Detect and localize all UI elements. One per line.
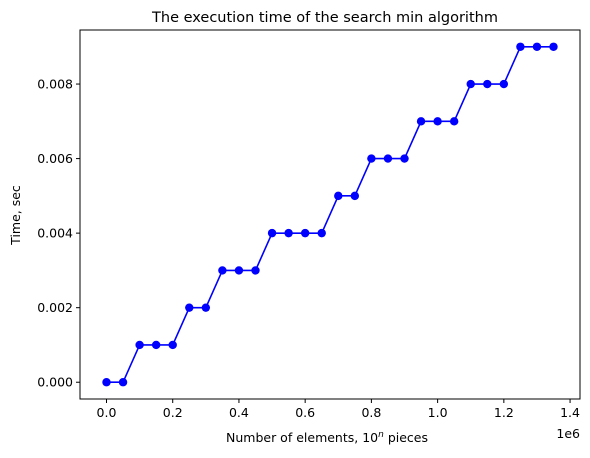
data-point — [234, 266, 244, 275]
x-tick-label: 1.4 — [560, 405, 580, 420]
data-point — [102, 378, 111, 387]
x-tick-label: 0.8 — [361, 405, 381, 420]
y-tick-label: 0.004 — [37, 226, 73, 241]
x-axis-label-prefix: Number of elements, 10 — [226, 430, 378, 445]
y-tick-label: 0.006 — [37, 151, 73, 166]
data-point — [483, 79, 492, 89]
data-point — [416, 117, 426, 126]
data-point — [466, 79, 475, 89]
x-tick-label: 0.4 — [229, 405, 249, 420]
y-tick-label: 0.008 — [37, 77, 73, 92]
x-axis-label-suffix: pieces — [384, 430, 428, 445]
data-point — [118, 378, 128, 387]
x-tick-label: 0.6 — [295, 405, 315, 420]
data-point — [284, 228, 293, 238]
x-tick-label: 1.0 — [428, 405, 448, 420]
data-point — [433, 117, 442, 126]
data-point — [350, 191, 360, 201]
data-point — [300, 228, 310, 238]
x-tick-label: 0.0 — [97, 405, 117, 420]
x-tick-label: 0.2 — [163, 405, 183, 420]
data-point — [383, 154, 393, 163]
plot-frame — [79, 29, 581, 400]
x-axis-label: Number of elements, 10n pieces — [226, 430, 428, 445]
data-point — [516, 42, 525, 51]
data-point — [317, 228, 326, 238]
data-point — [168, 340, 177, 350]
data-point — [251, 266, 260, 275]
y-axis-label: Time, sec — [8, 185, 23, 246]
data-point — [499, 79, 509, 89]
data-point — [267, 228, 277, 238]
data-point — [151, 340, 161, 350]
y-tick-label: 0.002 — [37, 300, 73, 315]
x-offset-label: 1e6 — [556, 426, 580, 441]
y-axis: 0.000 0.002 0.004 0.006 0.008 — [37, 77, 80, 390]
data-point — [367, 154, 376, 163]
data-point — [449, 117, 459, 126]
data-point — [218, 266, 227, 275]
series-layer — [102, 42, 558, 387]
series-line — [106, 45, 554, 384]
data-point — [201, 303, 211, 312]
data-point — [185, 303, 194, 312]
x-axis-label-sup: n — [378, 430, 384, 440]
x-tick-label: 1.2 — [494, 405, 514, 420]
data-point — [400, 154, 409, 163]
chart-title: The execution time of the search min alg… — [151, 10, 498, 26]
data-point — [549, 42, 558, 51]
data-point — [532, 42, 542, 51]
data-point — [135, 340, 144, 350]
data-point — [334, 191, 343, 201]
x-axis: 0.0 0.2 0.4 0.6 0.8 1.0 1.2 1.4 — [97, 399, 580, 420]
y-tick-label: 0.000 — [37, 375, 73, 390]
